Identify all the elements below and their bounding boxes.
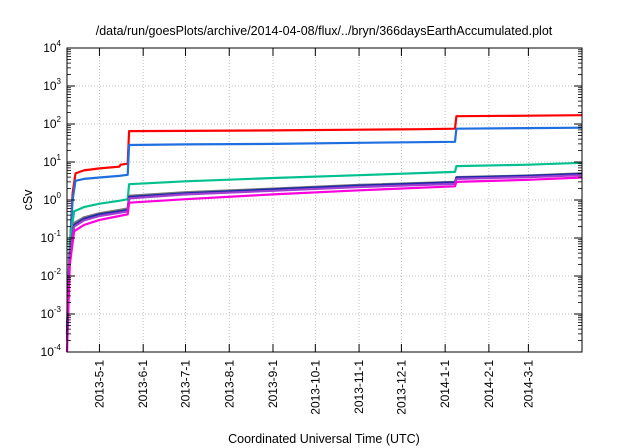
- chart-title: /data/run/goesPlots/archive/2014-04-08/f…: [96, 24, 553, 38]
- x-tick-label: 2013-7-1: [179, 360, 193, 408]
- ticks: [67, 47, 582, 353]
- x-tick-label: 2013-6-1: [136, 360, 150, 408]
- x-tick-label: 2013-12-1: [394, 360, 408, 415]
- grid: [67, 48, 582, 352]
- series-line-6: [65, 174, 583, 341]
- y-tick-label: 101: [43, 153, 61, 169]
- series-line-2: [65, 126, 583, 334]
- x-tick-label: 2013-10-1: [308, 360, 322, 415]
- y-axis-label: cSv: [21, 189, 35, 211]
- y-tick-label: 100: [43, 191, 61, 207]
- x-tick-labels: 2013-5-1 2013-6-1 2013-7-1 2013-8-1 2013-9-1…: [92, 360, 535, 415]
- x-tick-label: 2013-5-1: [92, 360, 106, 408]
- x-tick-label: 2014-1-1: [438, 360, 452, 408]
- x-axis-label: Coordinated Universal Time (UTC): [228, 432, 420, 446]
- y-tick-label: 103: [43, 77, 61, 93]
- x-tick-label: 2013-8-1: [222, 360, 236, 408]
- series-layer: [65, 114, 583, 353]
- y-tick-label: 104: [43, 39, 61, 55]
- x-tick-label: 2013-11-1: [352, 360, 366, 414]
- series-line-3: [65, 161, 583, 326]
- x-tick-label: 2014-3-1: [521, 360, 535, 408]
- series-line-7: [65, 176, 583, 353]
- x-tick-label: 2014-2-1: [482, 360, 496, 408]
- y-tick-label: 102: [43, 115, 61, 131]
- y-tick-label: 10-4: [41, 343, 62, 359]
- y-tick-labels: 10-4 10-3 10-2 10-1 100 101 102 103 104: [41, 39, 62, 359]
- y-tick-label: 10-1: [41, 229, 62, 245]
- y-tick-label: 10-3: [41, 305, 62, 321]
- y-tick-label: 10-2: [41, 267, 62, 283]
- x-tick-label: 2013-9-1: [266, 360, 280, 408]
